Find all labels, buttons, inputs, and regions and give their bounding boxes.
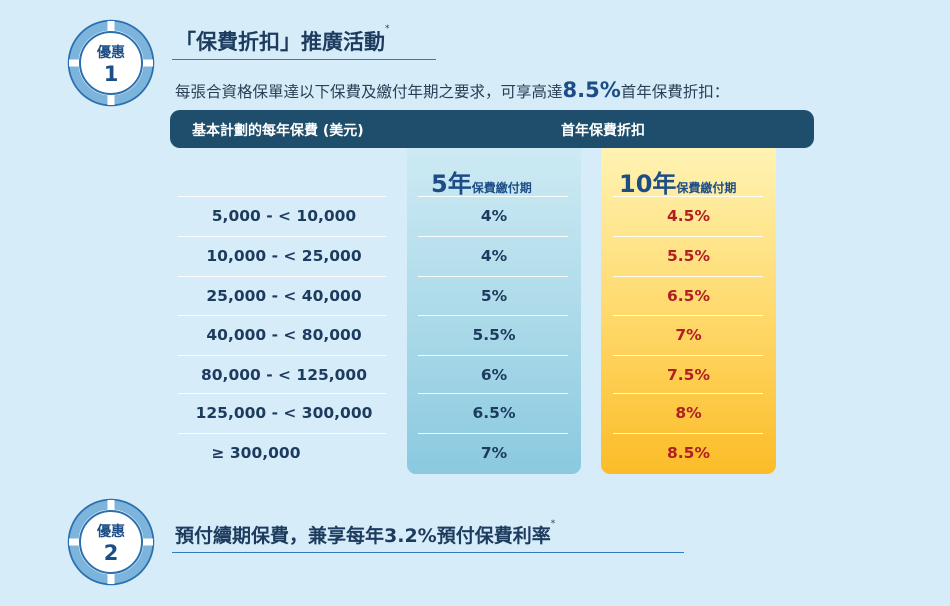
- premium-range: 125,000 - < 300,000: [195, 404, 373, 422]
- discount-5-year: 5.5%: [472, 326, 516, 344]
- offer-2-underline: [172, 552, 684, 553]
- offer-1-title: 「保費折扣」推廣活動*: [175, 24, 390, 54]
- premium-range: 10,000 - < 25,000: [206, 247, 362, 265]
- badge-number: 2: [103, 541, 119, 565]
- badge-label: 優惠: [97, 45, 125, 61]
- premium-range: 80,000 - < 125,000: [200, 366, 368, 384]
- column-10-year: [601, 148, 776, 474]
- table-row: 5,000 - < 10,000 4% 4.5%: [0, 196, 950, 236]
- table-row: 25,000 - < 40,000 5% 6.5%: [0, 276, 950, 316]
- table-row: 125,000 - < 300,000 6.5% 8%: [0, 393, 950, 433]
- offer-1-underline: [172, 59, 436, 60]
- premium-range: ≥ 300,000: [211, 444, 301, 462]
- premium-range: 40,000 - < 80,000: [206, 326, 362, 344]
- column-5-header: 5年保費繳付期: [431, 170, 532, 198]
- table-row: 80,000 - < 125,000 6% 7.5%: [0, 355, 950, 395]
- badge-number: 1: [103, 62, 119, 86]
- discount-10-year: 6.5%: [667, 287, 710, 305]
- badge-label: 優惠: [97, 524, 125, 540]
- table-row: 40,000 - < 80,000 5.5% 7%: [0, 315, 950, 355]
- footnote-mark: *: [550, 519, 556, 529]
- premium-range: 25,000 - < 40,000: [206, 287, 362, 305]
- discount-10-year: 5.5%: [667, 247, 710, 265]
- discount-5-year: 5%: [480, 287, 508, 305]
- premium-range: 5,000 - < 10,000: [211, 207, 357, 225]
- header-discount: 首年保費折扣: [561, 123, 645, 139]
- discount-10-year: 7%: [675, 326, 702, 344]
- discount-5-year: 4%: [480, 247, 508, 265]
- offer-2-badge: 優惠 2: [66, 497, 156, 587]
- discount-10-year: 4.5%: [667, 207, 710, 225]
- discount-10-year: 8%: [675, 404, 702, 422]
- discount-10-year: 7.5%: [667, 366, 710, 384]
- discount-10-year: 8.5%: [667, 444, 710, 462]
- header-premium: 基本計劃的每年保費 (美元): [192, 123, 364, 139]
- footnote-mark: *: [385, 24, 390, 34]
- offer-2-title: 預付續期保費，兼享每年3.2%預付保費利率*: [175, 519, 556, 547]
- discount-5-year: 4%: [480, 207, 508, 225]
- offer-1-description: 每張合資格保單達以下保費及繳付年期之要求，可享高達8.5%首年保費折扣：: [175, 78, 730, 102]
- table-row: ≥ 300,000 7% 8.5%: [0, 433, 950, 473]
- max-discount: 8.5%: [562, 78, 621, 102]
- column-10-header: 10年保費繳付期: [619, 170, 737, 198]
- lifebuoy-icon: [67, 19, 155, 107]
- table-header: 基本計劃的每年保費 (美元) 首年保費折扣: [170, 110, 814, 148]
- discount-5-year: 6.5%: [472, 404, 516, 422]
- column-5-year: [407, 148, 581, 474]
- table-row: 10,000 - < 25,000 4% 5.5%: [0, 236, 950, 276]
- offer-1-badge: 優惠 1: [66, 18, 156, 108]
- lifebuoy-icon: [67, 498, 155, 586]
- discount-5-year: 6%: [480, 366, 508, 384]
- discount-5-year: 7%: [480, 444, 508, 462]
